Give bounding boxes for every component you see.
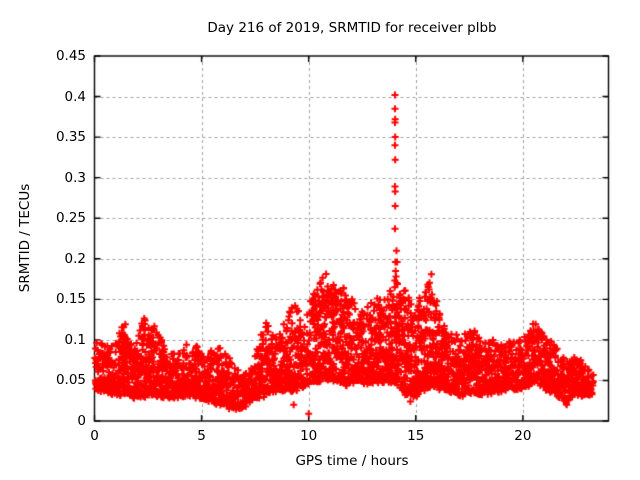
y-tick-label: 0	[77, 413, 86, 429]
y-axis-label: SRMTID / TECUs	[17, 183, 33, 293]
x-axis-label: GPS time / hours	[295, 453, 409, 469]
y-tick-label: 0.25	[55, 210, 86, 227]
x-tick-label: 20	[514, 428, 532, 444]
x-tick-label: 15	[407, 428, 425, 444]
y-tick-label: 0.05	[55, 372, 86, 389]
y-tick-label: 0.2	[64, 250, 86, 267]
y-tick-label: 0.35	[55, 129, 86, 146]
y-tick-label: 0.4	[64, 88, 86, 105]
y-tick-label: 0.15	[55, 291, 86, 308]
chart-title: Day 216 of 2019, SRMTID for receiver plb…	[207, 20, 497, 36]
y-tick-label: 0.1	[64, 331, 86, 348]
x-tick-label: 5	[197, 428, 206, 444]
x-tick-label: 0	[90, 428, 99, 444]
y-tick-label: 0.3	[64, 169, 86, 186]
x-tick-label: 10	[300, 428, 318, 444]
y-tick-label: 0.45	[55, 48, 86, 64]
